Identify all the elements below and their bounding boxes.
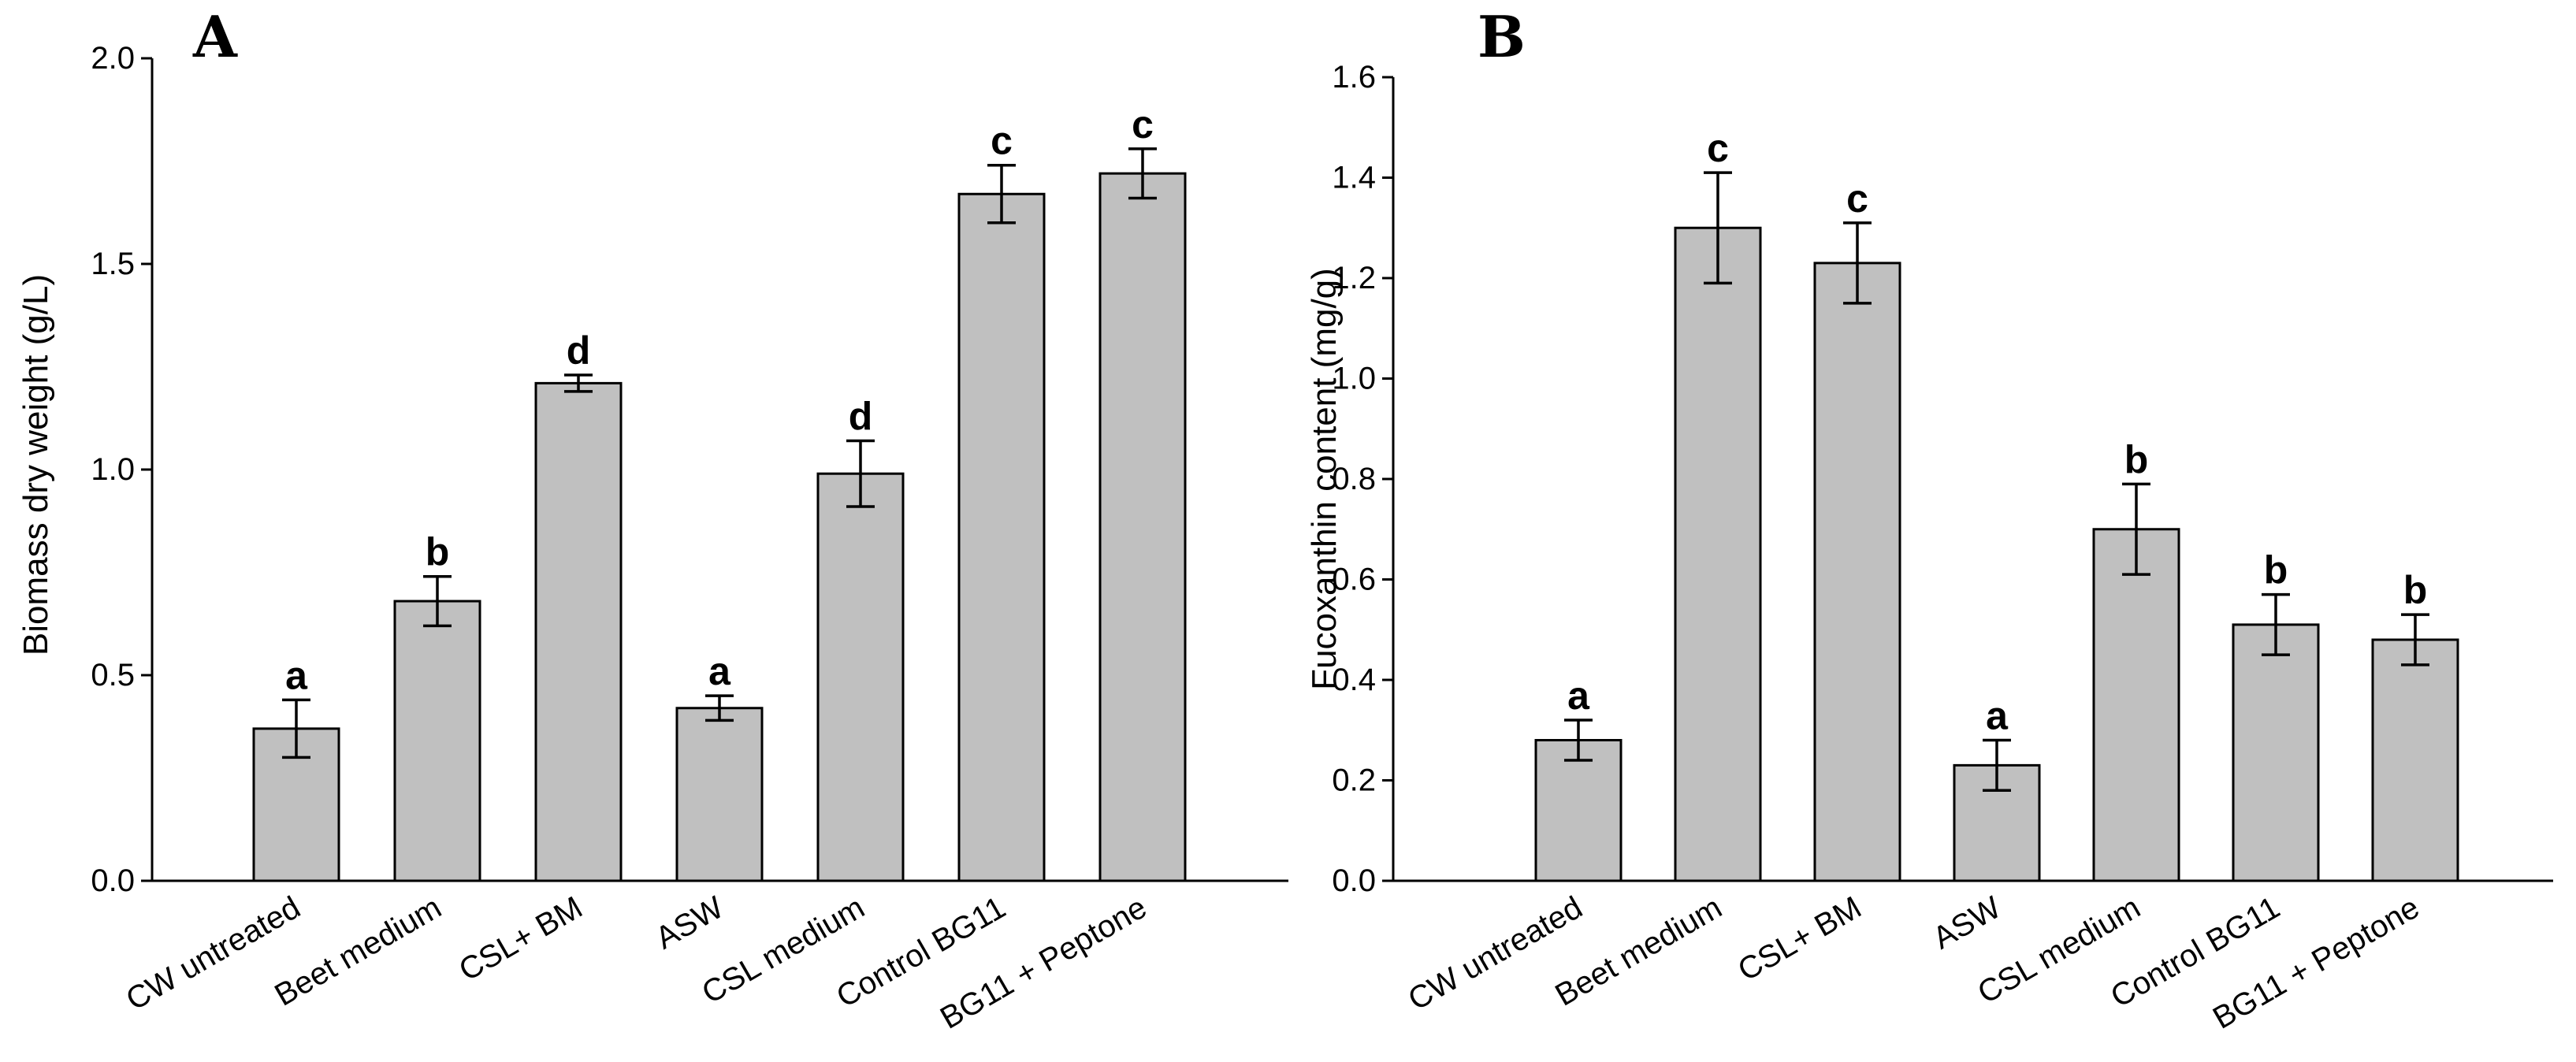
x-tick-label: ASW	[650, 890, 730, 956]
bar	[393, 600, 481, 882]
significance-label: d	[849, 394, 873, 438]
y-tick-label: 0.8	[1332, 462, 1376, 496]
bar	[1098, 172, 1187, 882]
significance-label: a	[1567, 674, 1590, 718]
significance-label: c	[991, 119, 1013, 163]
significance-label: b	[2403, 568, 2428, 612]
x-tick-label: CSL+ BM	[1732, 890, 1867, 988]
y-tick-label: 1.2	[1332, 261, 1376, 295]
significance-label: b	[2124, 437, 2149, 481]
significance-label: c	[1132, 102, 1154, 147]
bar	[2371, 638, 2459, 882]
bar	[1674, 226, 1762, 882]
panel-letter-a: A	[192, 3, 238, 70]
significance-label: c	[1707, 126, 1729, 170]
bar	[1534, 739, 1623, 882]
y-tick-label: 1.6	[1332, 60, 1376, 95]
y-tick-label: 0.2	[1332, 763, 1376, 798]
y-tick-label: 0.6	[1332, 563, 1376, 597]
y-tick-label: 1.0	[91, 452, 135, 487]
x-tick-label: CSL+ BM	[453, 890, 588, 988]
bar	[2092, 528, 2180, 882]
panel-letter-b: B	[1478, 3, 1526, 70]
y-axis-title: Fucoxanthin content (mg/g)	[1305, 268, 1344, 690]
significance-label: b	[426, 530, 450, 574]
bar	[2232, 623, 2320, 882]
significance-label: b	[2264, 548, 2288, 592]
bar	[1813, 262, 1901, 882]
y-tick-label: 0.4	[1332, 663, 1376, 697]
significance-label: a	[708, 649, 731, 693]
y-tick-label: 1.5	[91, 247, 135, 281]
significance-label: c	[1846, 176, 1868, 221]
significance-label: a	[1986, 694, 2009, 738]
y-tick-label: 0.5	[91, 658, 135, 693]
y-tick-label: 0.0	[1332, 863, 1376, 898]
x-tick-label: ASW	[1927, 890, 2007, 956]
bar	[816, 472, 905, 882]
y-axis-title: Biomass dry weight (g/L)	[17, 274, 55, 655]
chart-panel-b: B Fucoxanthin content (mg/g) 0.0 0.2 0.4 0.…	[1305, 3, 2553, 1036]
y-tick-label: 0.0	[91, 863, 135, 898]
significance-label: d	[567, 329, 591, 373]
y-tick-label: 1.0	[1332, 362, 1376, 396]
chart-panel-a: A Biomass dry weight (g/L) 0.0 0.5 1.0 1.5 2…	[17, 3, 1288, 1036]
y-tick-label: 2.0	[91, 41, 135, 76]
bar	[957, 192, 1046, 882]
bar	[534, 381, 623, 882]
significance-label: a	[285, 653, 308, 697]
bar	[675, 707, 764, 882]
y-tick-label: 1.4	[1332, 161, 1376, 195]
